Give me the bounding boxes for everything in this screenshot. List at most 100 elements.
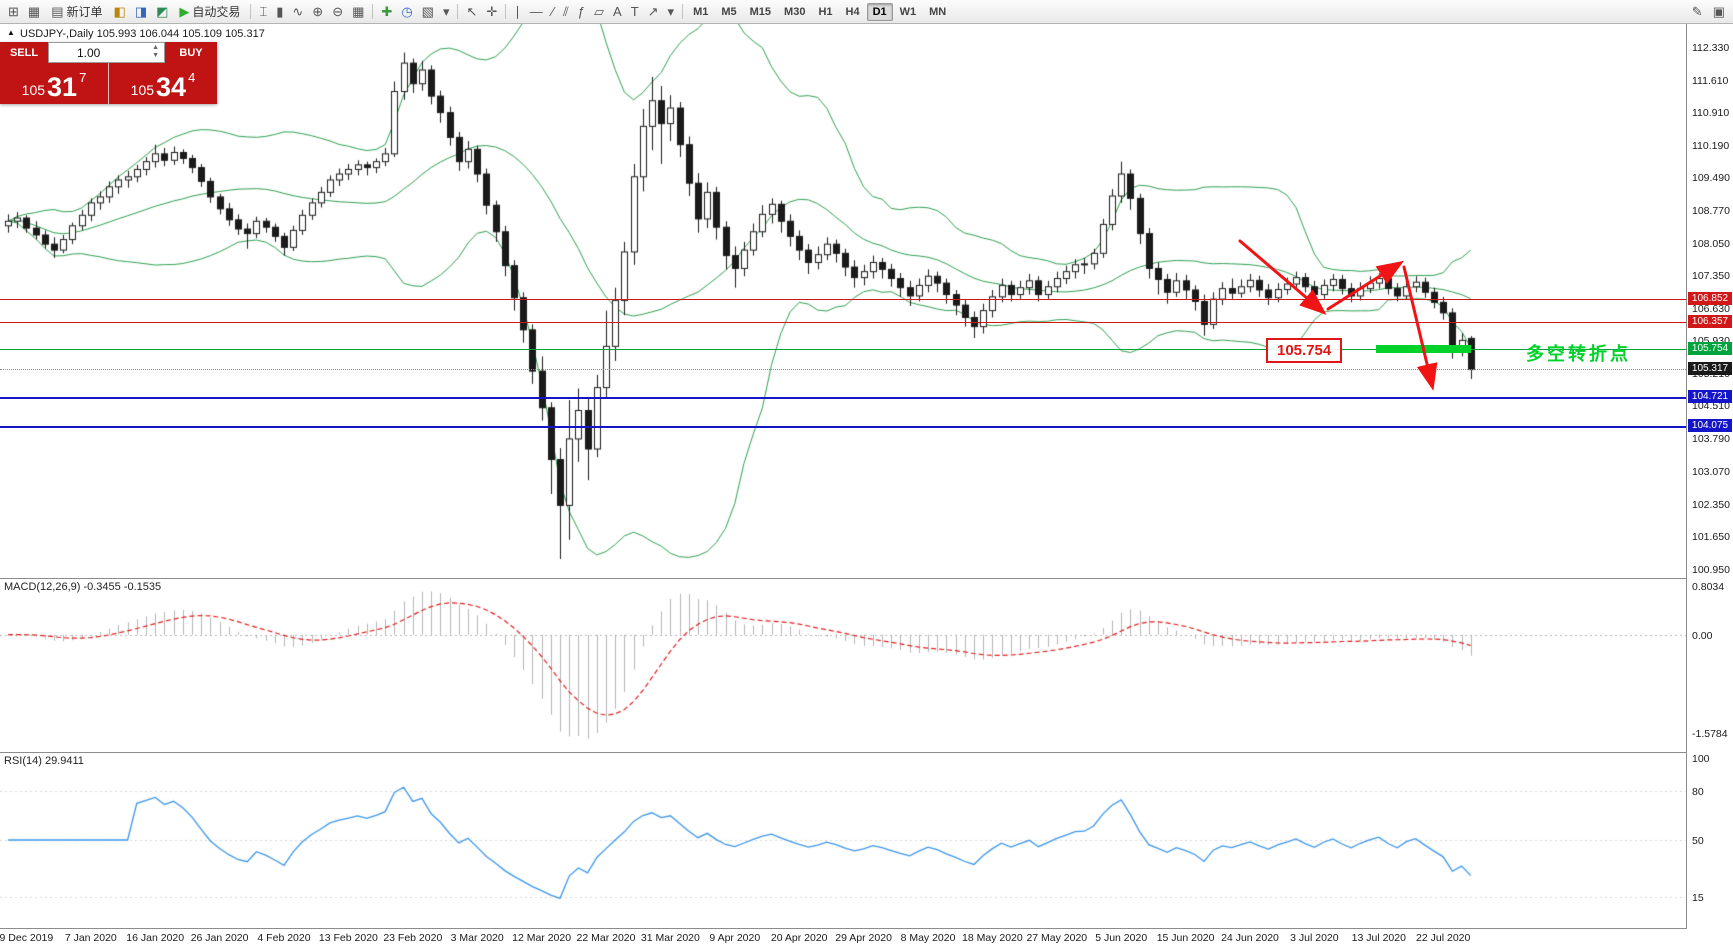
price-annotation-box[interactable]: 105.754: [1266, 338, 1343, 363]
buy-price-button[interactable]: 105 34 4: [109, 63, 217, 104]
new-chart-icon[interactable]: ⊞: [4, 2, 23, 22]
date-axis-label: 22 Mar 2020: [576, 932, 636, 944]
crosshair-icon[interactable]: ✛: [482, 2, 501, 22]
timeframe-mn[interactable]: MN: [929, 5, 947, 18]
text-label-icon[interactable]: T: [627, 2, 643, 22]
timeframe-d1[interactable]: D1: [866, 2, 893, 21]
edit-icon[interactable]: ✎: [1688, 2, 1707, 22]
price-axis-label: 110.190: [1692, 140, 1730, 153]
toolbar-right-group: ✎ ▣: [1688, 2, 1729, 22]
bid-main: 31: [47, 72, 78, 102]
macd-axis-label: 0.8034: [1692, 581, 1725, 593]
price-axis-label: 103.070: [1692, 466, 1730, 479]
new-order-button-label: 新订单: [66, 5, 103, 19]
equidistant-channel-icon-glyph: ⫽: [562, 4, 569, 19]
price-axis-label: 107.350: [1692, 270, 1730, 283]
navigator-icon[interactable]: ◩: [152, 2, 172, 22]
one-click-toggle[interactable]: ▲: [7, 28, 15, 37]
date-axis-label: 9 Apr 2020: [709, 932, 761, 944]
rsi-axis-label: 15: [1692, 892, 1704, 905]
chart-profiles-icon[interactable]: ▦: [24, 2, 44, 22]
fibonacci-icon[interactable]: ƒ: [574, 2, 589, 22]
indicators-icon[interactable]: ✚: [377, 2, 396, 22]
layout-icon[interactable]: ▣: [1709, 2, 1729, 22]
sell-price-button[interactable]: 105 31 7: [0, 63, 109, 104]
toolbar-separator: [372, 4, 374, 19]
data-window-icon[interactable]: ◨: [131, 2, 151, 22]
templates-icon[interactable]: ▧: [418, 2, 438, 22]
pane-divider[interactable]: [0, 752, 1733, 753]
horizontal-line-icon-glyph: —: [529, 4, 543, 19]
auto-trading-button[interactable]: ▶ 自动交易: [173, 2, 246, 22]
main-chart-canvas[interactable]: [0, 24, 1686, 578]
tile-windows-icon[interactable]: ▦: [348, 2, 368, 22]
date-axis-label: 3 Mar 2020: [450, 932, 504, 944]
lot-decrease-button[interactable]: ▼: [152, 52, 159, 59]
price-tag: 105.317: [1688, 362, 1732, 376]
lot-increase-button[interactable]: ▲: [152, 44, 159, 51]
date-axis-label: 22 Jul 2020: [1416, 932, 1471, 944]
toolbar-separator: [505, 4, 507, 19]
price-tag: 105.754: [1688, 342, 1732, 356]
toolbar-separator: [250, 4, 252, 19]
line-chart-icon[interactable]: ∿: [288, 2, 307, 22]
date-axis-label: 3 Jul 2020: [1290, 932, 1339, 944]
bar-chart-icon-glyph: ⌶: [259, 4, 268, 19]
equidistant-channel-icon[interactable]: ⫽: [559, 2, 573, 22]
date-axis-label: 13 Feb 2020: [318, 932, 378, 944]
rsi-axis-label: 50: [1692, 835, 1704, 847]
price-axis-label: 110.910: [1692, 107, 1730, 120]
buy-button[interactable]: BUY: [165, 42, 217, 63]
lot-size-input[interactable]: 1.00 ▲ ▼: [48, 42, 165, 63]
price-axis[interactable]: 112.330 111.610 110.910 110.190 109.490 108.7…: [1687, 0, 1733, 946]
timeframe-h1[interactable]: H1: [818, 5, 833, 18]
cursor-icon[interactable]: ↖: [462, 2, 481, 22]
rsi-pane-canvas[interactable]: [0, 752, 1686, 928]
zoom-out-icon[interactable]: ⊖: [328, 2, 347, 22]
timeframe-m5[interactable]: M5: [721, 5, 737, 18]
price-axis-label: 103.790: [1692, 433, 1730, 446]
arrows-dropdown-icon[interactable]: ▾: [664, 2, 679, 22]
trendline-icon[interactable]: ∕: [548, 2, 558, 22]
price-axis-label: 108.770: [1692, 205, 1730, 218]
zoom-in-icon[interactable]: ⊕: [308, 2, 327, 22]
date-axis-label: 7 Jan 2020: [64, 932, 117, 944]
price-axis-label: 101.650: [1692, 531, 1730, 544]
date-axis-label: 15 Jun 2020: [1156, 932, 1215, 944]
timeframe-m30[interactable]: M30: [784, 5, 806, 18]
templates-dropdown-icon[interactable]: ▾: [439, 2, 454, 22]
macd-pane-canvas[interactable]: [0, 578, 1686, 752]
templates-icon-glyph: ▧: [421, 4, 434, 19]
candlestick-chart-icon[interactable]: ▮: [272, 2, 287, 22]
timeframe-w1[interactable]: W1: [899, 5, 917, 18]
sell-button[interactable]: SELL: [0, 42, 48, 63]
shapes-icon[interactable]: ▱: [590, 2, 608, 22]
trend-arrow-down-1[interactable]: [1238, 239, 1327, 315]
vertical-line-icon[interactable]: ∣: [510, 2, 525, 22]
horizontal-line-icon[interactable]: —: [526, 2, 547, 22]
trend-arrow-down-2[interactable]: [1402, 265, 1438, 391]
timeframe-m15[interactable]: M15: [749, 5, 772, 18]
date-axis-label: 26 Jan 2020: [190, 932, 249, 944]
time-axis[interactable]: 9 Dec 2019 7 Jan 2020 16 Jan 2020 26 Jan 20…: [0, 929, 1686, 946]
periods-icon[interactable]: ◷: [397, 2, 416, 22]
arrows-tool-icon[interactable]: ↗: [644, 2, 663, 22]
rsi-indicator-label: RSI(14) 29.9411: [4, 755, 84, 767]
periods-icon-glyph: ◷: [401, 4, 413, 19]
date-axis-label: 18 May 2020: [962, 932, 1023, 944]
pane-divider[interactable]: [0, 578, 1733, 579]
timeframe-h4[interactable]: H4: [845, 5, 860, 18]
turning-point-text[interactable]: 多空转折点: [1526, 344, 1631, 364]
chart-title: USDJPY-,Daily 105.993 106.044 105.109 10…: [20, 28, 265, 40]
layout-icon-glyph: ▣: [1712, 4, 1725, 19]
vertical-line-icon-glyph: ∣: [514, 4, 521, 19]
bar-chart-icon[interactable]: ⌶: [255, 2, 271, 22]
new-order-button[interactable]: ▤ 新订单: [45, 2, 108, 22]
text-icon[interactable]: A: [609, 2, 626, 22]
market-watch-icon[interactable]: ◧: [110, 2, 130, 22]
timeframe-m1[interactable]: M1: [693, 5, 709, 18]
trend-arrow-up[interactable]: [1326, 260, 1405, 311]
pane-divider: [0, 928, 1733, 929]
lot-spinner: ▲ ▼: [149, 44, 162, 60]
